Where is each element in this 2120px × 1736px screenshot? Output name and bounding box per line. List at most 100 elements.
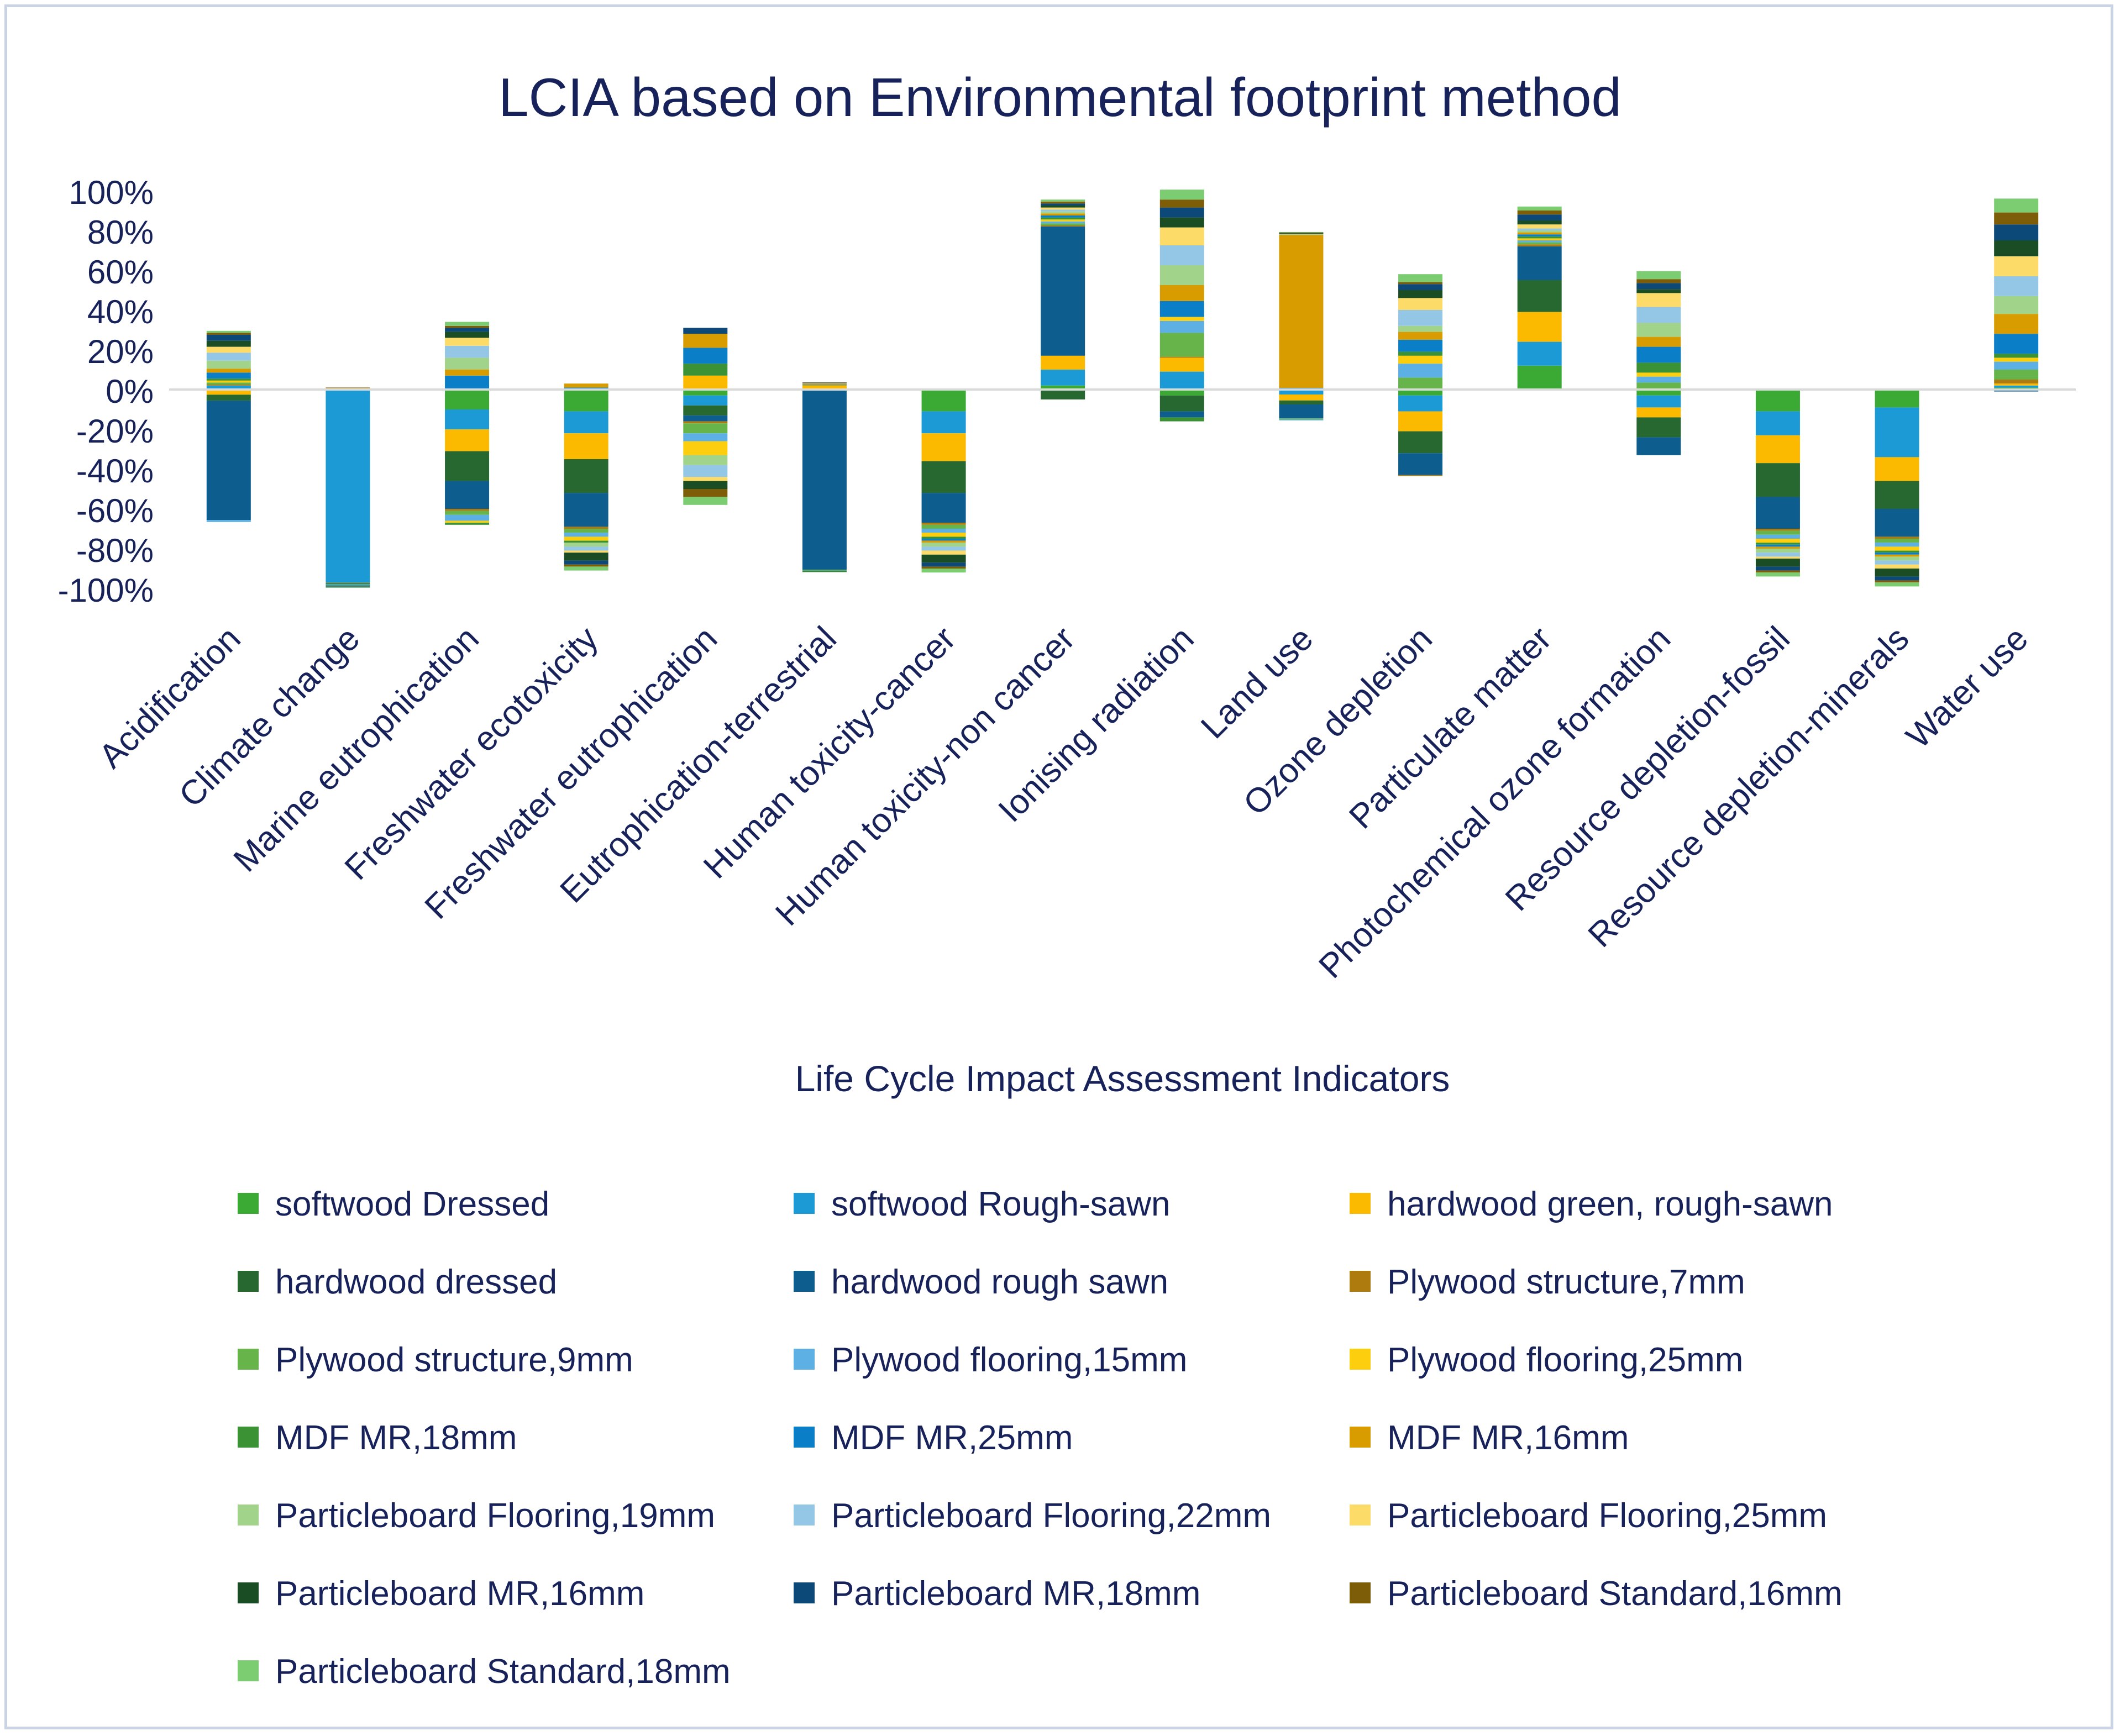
bar-segment-ozone-depletion-particleboard-standard-18mm bbox=[1398, 274, 1443, 282]
legend-label: Particleboard Standard,16mm bbox=[1387, 1575, 1843, 1613]
legend-swatch bbox=[794, 1193, 815, 1214]
bar-segment-freshwater-ecotoxicity-particleboard-flooring-22mm bbox=[564, 546, 608, 551]
bar-segment-ozone-depletion-particleboard-flooring-22mm bbox=[1398, 310, 1443, 326]
bar-segment-ionising-radiation-softwood-rough-sawn bbox=[1159, 371, 1204, 390]
bar-segment-marine-eutrophication-hardwood-green-rough-sawn bbox=[445, 429, 490, 451]
bar-segment-water-use-particleboard-flooring-25mm bbox=[1994, 256, 2039, 276]
bar-segment-human-toxicity-cancer-mdf-mr-25mm bbox=[921, 539, 966, 541]
bar-segment-ionising-radiation-hardwood-rough-sawn bbox=[1159, 411, 1204, 418]
bar-segment-ionising-radiation-plywood-flooring-25mm bbox=[1159, 317, 1204, 321]
bar-segment-acidification-particleboard-flooring-25mm bbox=[206, 346, 251, 353]
bar-segment-marine-eutrophication-particleboard-standard-18mm bbox=[445, 322, 490, 326]
y-tick-label: -80% bbox=[76, 532, 154, 569]
bar-segment-climate-change-particleboard-standard-18mm bbox=[326, 587, 370, 588]
bar-segment-freshwater-eutrophication-plywood-flooring-25mm bbox=[683, 441, 728, 455]
bar-segment-freshwater-ecotoxicity-mdf-mr-16mm bbox=[564, 383, 608, 388]
bar-segment-ozone-depletion-hardwood-green-rough-sawn bbox=[1398, 411, 1443, 432]
bar-segment-photochemical-ozone-formation-mdf-mr-16mm bbox=[1636, 336, 1681, 347]
legend-swatch bbox=[238, 1349, 259, 1370]
legend-label: Particleboard Standard,18mm bbox=[275, 1653, 731, 1691]
bar-segment-marine-eutrophication-plywood-flooring-25mm bbox=[445, 520, 490, 523]
bar-segment-ionising-radiation-particleboard-standard-16mm bbox=[1159, 199, 1204, 208]
bar-segment-ozone-depletion-particleboard-standard-16mm bbox=[1398, 282, 1443, 285]
bar-segment-resource-depletion-minerals-mdf-mr-18mm bbox=[1875, 550, 1919, 553]
bar-segment-human-toxicity-non-cancer-softwood-dressed bbox=[1041, 385, 1085, 390]
bar-segment-resource-depletion-fossil-particleboard-standard-18mm bbox=[1755, 572, 1800, 577]
bar-segment-eutrophication-terrestrial-particleboard-standard-16mm bbox=[802, 382, 847, 383]
bar-segment-resource-depletion-fossil-particleboard-mr-18mm bbox=[1755, 566, 1800, 571]
y-tick-label: 20% bbox=[87, 333, 154, 370]
bar-segment-water-use-particleboard-mr-16mm bbox=[1994, 240, 2039, 256]
bar-segment-land-use-plywood-structure-9mm bbox=[1279, 418, 1324, 419]
category-label: Marine eutrophication bbox=[227, 619, 486, 879]
bar-segment-resource-depletion-fossil-plywood-structure-7mm bbox=[1755, 529, 1800, 531]
bar-segment-freshwater-eutrophication-plywood-flooring-15mm bbox=[683, 433, 728, 441]
bar-segment-marine-eutrophication-mdf-mr-25mm bbox=[445, 375, 490, 390]
legend-item: Plywood flooring,25mm bbox=[1350, 1341, 1743, 1379]
legend: softwood Dressed softwood Rough-sawn hardw… bbox=[238, 1185, 1843, 1691]
bar-segment-marine-eutrophication-hardwood-dressed bbox=[445, 451, 490, 481]
bar-segment-land-use-plywood-flooring-15mm bbox=[1279, 419, 1324, 420]
x-axis-title: Life Cycle Impact Assessment Indicators bbox=[795, 1058, 1450, 1099]
bar-segment-photochemical-ozone-formation-particleboard-mr-18mm bbox=[1636, 283, 1681, 290]
bar-segment-freshwater-ecotoxicity-particleboard-standard-16mm bbox=[564, 564, 608, 567]
bar-segment-climate-change-plywood-structure-9mm bbox=[326, 584, 370, 585]
bar-segment-acidification-mdf-mr-18mm bbox=[206, 378, 251, 381]
bar-segment-acidification-hardwood-green-rough-sawn bbox=[206, 391, 251, 395]
legend-swatch bbox=[238, 1660, 259, 1681]
legend-item: hardwood dressed bbox=[238, 1263, 557, 1301]
bar-segment-resource-depletion-minerals-particleboard-standard-18mm bbox=[1875, 582, 1919, 587]
bar-segment-resource-depletion-minerals-particleboard-flooring-22mm bbox=[1875, 560, 1919, 565]
y-tick-label: 60% bbox=[87, 254, 154, 291]
bar-segment-freshwater-ecotoxicity-particleboard-standard-18mm bbox=[564, 566, 608, 571]
bar-segment-freshwater-ecotoxicity-softwood-dressed bbox=[564, 390, 608, 412]
bar-segment-particulate-matter-particleboard-flooring-25mm bbox=[1517, 224, 1562, 229]
bar-segment-photochemical-ozone-formation-hardwood-dressed bbox=[1636, 417, 1681, 438]
bar-segment-freshwater-eutrophication-particleboard-flooring-22mm bbox=[683, 465, 728, 477]
bar-segment-human-toxicity-cancer-plywood-flooring-25mm bbox=[921, 533, 966, 537]
bar-segment-land-use-hardwood-dressed bbox=[1279, 400, 1324, 404]
bar-segment-climate-change-hardwood-rough-sawn bbox=[326, 583, 370, 585]
bar-segment-photochemical-ozone-formation-plywood-flooring-25mm bbox=[1636, 372, 1681, 377]
bar-segment-photochemical-ozone-formation-hardwood-rough-sawn bbox=[1636, 437, 1681, 455]
legend-swatch bbox=[238, 1193, 259, 1214]
bar-segment-resource-depletion-minerals-plywood-structure-7mm bbox=[1875, 536, 1919, 539]
legend-item: MDF MR,16mm bbox=[1350, 1419, 1629, 1457]
bar-segment-marine-eutrophication-plywood-flooring-15mm bbox=[445, 514, 490, 521]
bar-segment-marine-eutrophication-particleboard-standard-16mm bbox=[445, 325, 490, 328]
bar-segment-ozone-depletion-hardwood-rough-sawn bbox=[1398, 453, 1443, 475]
bar-segment-photochemical-ozone-formation-hardwood-green-rough-sawn bbox=[1636, 407, 1681, 418]
y-axis: 100%80%60%40%20%0%-20%-40%-60%-80%-100% bbox=[58, 174, 154, 609]
legend-item: Particleboard Standard,16mm bbox=[1350, 1575, 1843, 1613]
bar-segment-freshwater-ecotoxicity-plywood-flooring-25mm bbox=[564, 536, 608, 541]
legend-item: Particleboard Flooring,22mm bbox=[794, 1497, 1271, 1535]
bar-segment-water-use-plywood-flooring-15mm bbox=[1994, 361, 2039, 370]
bar-segment-water-use-particleboard-standard-18mm bbox=[1994, 198, 2039, 213]
bar-segment-human-toxicity-non-cancer-plywood-structure-9mm bbox=[1041, 223, 1085, 225]
bar-segment-acidification-plywood-flooring-15mm bbox=[206, 520, 251, 522]
bar-segment-eutrophication-terrestrial-hardwood-rough-sawn bbox=[802, 391, 847, 570]
bar-segment-freshwater-ecotoxicity-softwood-rough-sawn bbox=[564, 411, 608, 434]
bar-segment-marine-eutrophication-plywood-structure-7mm bbox=[445, 509, 490, 511]
bar-segment-freshwater-ecotoxicity-particleboard-mr-16mm bbox=[564, 553, 608, 561]
bar-segment-water-use-softwood-rough-sawn bbox=[1994, 385, 2039, 388]
bar-segment-land-use-particleboard-standard-18mm bbox=[1279, 232, 1324, 233]
bar-segment-human-toxicity-cancer-mdf-mr-16mm bbox=[921, 540, 966, 543]
bar-segment-freshwater-eutrophication-particleboard-mr-18mm bbox=[683, 328, 728, 334]
bar-segment-resource-depletion-fossil-particleboard-flooring-22mm bbox=[1755, 553, 1800, 557]
bar-segment-photochemical-ozone-formation-particleboard-standard-16mm bbox=[1636, 279, 1681, 283]
legend-item: Plywood structure,7mm bbox=[1350, 1263, 1745, 1301]
bar-segment-acidification-plywood-structure-7mm bbox=[206, 385, 251, 386]
bar-segment-ionising-radiation-mdf-mr-16mm bbox=[1159, 285, 1204, 301]
bar-segment-human-toxicity-cancer-plywood-structure-9mm bbox=[921, 524, 966, 529]
bar-segment-water-use-plywood-structure-7mm bbox=[1994, 380, 2039, 384]
bar-segment-particulate-matter-softwood-rough-sawn bbox=[1517, 341, 1562, 366]
bar-segment-human-toxicity-non-cancer-particleboard-mr-16mm bbox=[1041, 206, 1085, 208]
bar-segment-resource-depletion-minerals-hardwood-dressed bbox=[1875, 481, 1919, 509]
legend-swatch bbox=[794, 1427, 815, 1448]
bar-segment-acidification-plywood-flooring-25mm bbox=[206, 380, 251, 383]
bar-segment-land-use-particleboard-mr-16mm bbox=[1279, 233, 1324, 234]
bar-segment-resource-depletion-fossil-particleboard-flooring-25mm bbox=[1755, 556, 1800, 559]
bar-segment-freshwater-eutrophication-softwood-dressed bbox=[683, 390, 728, 396]
